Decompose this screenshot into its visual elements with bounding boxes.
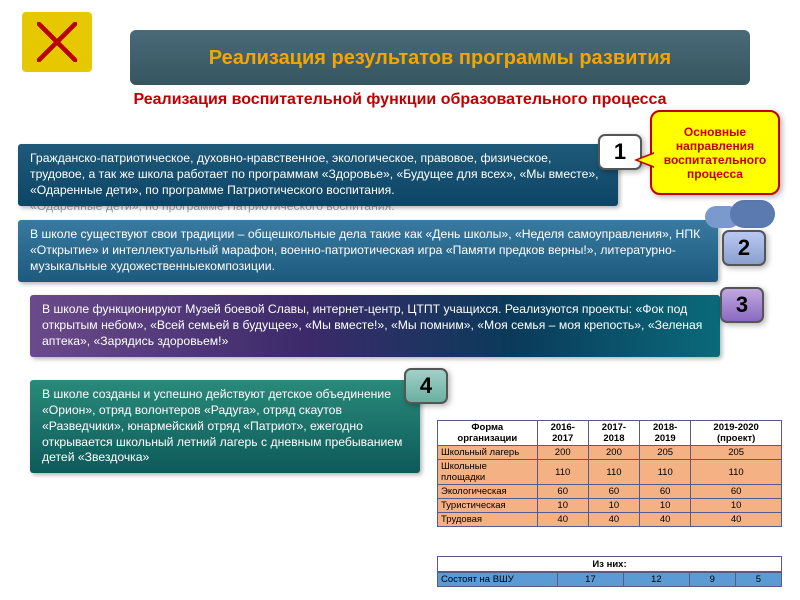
table-col-4: 2019-2020 (проект) [691, 421, 782, 446]
table-header-row: Форма организации 2016-2017 2017-2018 20… [438, 421, 782, 446]
table-row: Туристическая 10 10 10 10 [438, 499, 782, 513]
callout-bubble: Основные направления воспитательного про… [650, 110, 780, 195]
table-col-2: 2017-2018 [588, 421, 639, 446]
block-1: Гражданско-патриотическое, духовно-нравс… [18, 144, 618, 206]
data-table-bluebar: Состоят на ВШУ 17 12 9 5 [437, 572, 782, 587]
number-badge-4: 4 [404, 368, 448, 404]
table-col-0: Форма организации [438, 421, 538, 446]
table-col-1: 2016-2017 [537, 421, 588, 446]
table-subheader: Из них: [437, 556, 782, 572]
number-badge-2: 2 [722, 230, 766, 266]
block-4: В школе созданы и успешно действуют детс… [30, 380, 420, 473]
callout-text: Основные направления воспитательного про… [658, 125, 772, 181]
page-title: Реализация результатов программы развити… [130, 30, 750, 85]
block-2: В школе существуют свои традиции – общеш… [18, 220, 718, 282]
table-row: Школьные площадки 110 110 110 110 [438, 460, 782, 485]
block-3: В школе функционируют Музей боевой Славы… [30, 295, 720, 357]
page-subtitle: Реализация воспитательной функции образо… [0, 90, 800, 109]
table-row: Трудовая 40 40 40 40 [438, 513, 782, 527]
logo-icon [22, 12, 92, 72]
number-badge-3: 3 [720, 287, 764, 323]
data-table: Форма организации 2016-2017 2017-2018 20… [437, 420, 782, 527]
table-col-3: 2018-2019 [640, 421, 691, 446]
table-row: Экологическая 60 60 60 60 [438, 485, 782, 499]
table-row: Школьный лагерь 200 200 205 205 [438, 446, 782, 460]
cloud-icon [700, 198, 785, 228]
table-row: Состоят на ВШУ 17 12 9 5 [438, 573, 782, 587]
